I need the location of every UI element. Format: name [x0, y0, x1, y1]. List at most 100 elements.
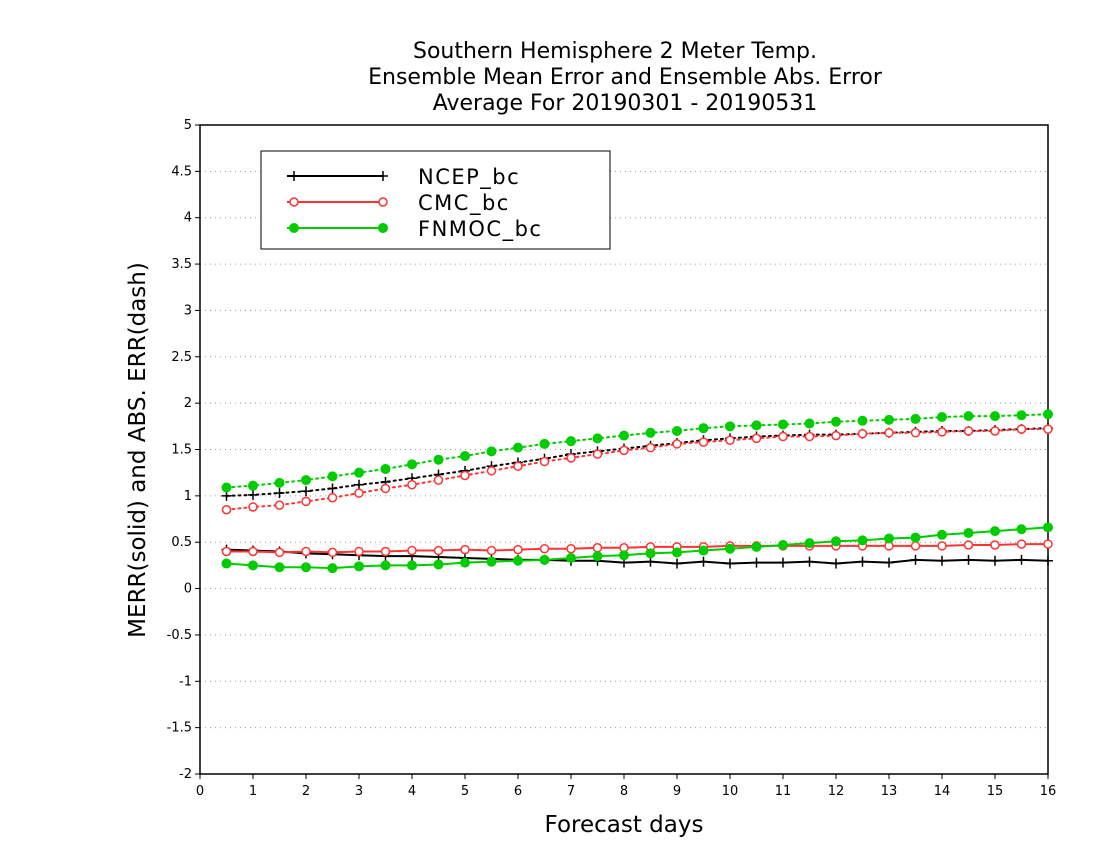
x-tick-label: 14 — [934, 784, 951, 799]
series-fnmoc-bc-abs-err-point — [221, 482, 232, 493]
series-fnmoc-bc-merr-point — [592, 551, 603, 562]
series-fnmoc-bc-merr-point — [698, 545, 709, 556]
series-fnmoc-bc-abs-err-point — [513, 442, 523, 453]
series-fnmoc-bc-abs-err-point — [539, 438, 550, 449]
series-fnmoc-bc-merr-point — [884, 533, 894, 544]
series-ncep-bc-merr-point — [1043, 555, 1053, 566]
y-tick-label: 0.5 — [171, 535, 192, 550]
series-cmc-bc-abs-err-point — [513, 461, 523, 471]
legend-box — [260, 150, 611, 250]
series-ncep-bc-abs-err-point — [274, 488, 285, 499]
series-ncep-bc-abs-err-point — [354, 479, 364, 490]
title-line-3: Average For 20190301 - 20190531 — [433, 91, 818, 116]
series-fnmoc-bc-merr-point — [619, 550, 629, 561]
x-tick-label: 3 — [355, 784, 363, 799]
y-tick-label: -1.5 — [167, 721, 192, 736]
y-tick-label: 4 — [184, 211, 192, 226]
legend-marker — [289, 171, 299, 181]
series-ncep-bc-merr-point — [910, 554, 921, 565]
legend-label: NCEP_bc — [418, 165, 520, 190]
series-fnmoc-bc-abs-err-point — [672, 425, 682, 436]
series-fnmoc-bc-abs-err-line — [225, 413, 1049, 489]
series-fnmoc-bc-merr-point — [513, 555, 523, 566]
series-ncep-bc-abs-err-line — [225, 427, 1049, 497]
series-cmc-bc-merr-point — [937, 541, 947, 551]
series-ncep-bc-merr-point — [804, 556, 815, 567]
x-tick-label: 6 — [514, 784, 522, 799]
chart-title: Southern Hemisphere 2 Meter Temp. Ensemb… — [368, 39, 883, 116]
series-cmc-bc-abs-err-point — [460, 470, 470, 481]
x-tick-label: 15 — [987, 784, 1004, 799]
series-fnmoc-bc-abs-err-point — [619, 430, 629, 441]
series-cmc-bc-merr-point — [910, 541, 921, 551]
series-cmc-bc-abs-err-point — [990, 426, 1000, 436]
series-cmc-bc-abs-err-point — [698, 437, 709, 447]
series-ncep-bc-merr-point — [963, 554, 974, 565]
series-fnmoc-bc-merr-point — [804, 538, 815, 549]
series-fnmoc-bc-merr-point — [910, 532, 921, 543]
series-ncep-bc-abs-err-point — [221, 490, 232, 501]
series-fnmoc-bc-merr-point — [433, 559, 444, 570]
series-cmc-bc-merr-point — [513, 544, 523, 555]
series-cmc-bc-merr-point — [327, 547, 338, 558]
series-cmc-bc-merr-line — [226, 543, 1048, 554]
series-cmc-bc-merr-point — [1043, 539, 1053, 549]
series-cmc-bc-abs-err-point — [221, 505, 232, 515]
series-ncep-bc-merr-point — [990, 555, 1000, 566]
series-fnmoc-bc-abs-err-point — [990, 411, 1000, 422]
x-axis-ticks: 0 1 2 3 4 5 6 7 8 9 10 11 12 13 14 15 16 — [196, 774, 1056, 799]
y-tick-label: 1 — [184, 489, 192, 504]
series-cmc-bc-abs-err-point — [1043, 424, 1053, 434]
series-cmc-bc-abs-err-point — [751, 433, 762, 444]
series-cmc-bc-merr-point — [354, 546, 364, 557]
series-cmc-bc-abs-err-point — [619, 445, 629, 456]
series-ncep-bc-merr-point — [937, 555, 947, 566]
series-layer — [221, 409, 1053, 574]
series-ncep-bc-merr-point — [645, 556, 656, 567]
series-fnmoc-bc-abs-err-point — [645, 427, 656, 438]
x-tick-label: 8 — [620, 784, 628, 799]
x-tick-label: 5 — [461, 784, 469, 799]
series-cmc-bc-abs-err-point — [804, 431, 815, 442]
series-fnmoc-bc-abs-err-point — [592, 433, 603, 444]
y-tick-label: -2 — [179, 767, 192, 782]
legend-marker — [378, 171, 388, 181]
series-fnmoc-bc-merr-point — [963, 527, 974, 538]
series-fnmoc-bc-merr-point — [725, 543, 735, 554]
series-ncep-bc-merr-point — [831, 558, 841, 569]
series-fnmoc-bc-merr-point — [221, 558, 232, 569]
series-fnmoc-bc-merr-point — [354, 561, 364, 572]
series-fnmoc-bc-merr-point — [645, 548, 656, 559]
series-fnmoc-bc-abs-err-point — [301, 475, 311, 486]
x-tick-label: 0 — [196, 784, 204, 799]
series-cmc-bc-merr-point — [407, 545, 417, 556]
series-fnmoc-bc-merr-point — [1016, 524, 1027, 535]
series-fnmoc-bc-merr-point — [672, 547, 682, 558]
x-tick-label: 13 — [881, 784, 898, 799]
legend-label: FNMOC_bc — [418, 217, 542, 242]
x-tick-label: 10 — [722, 784, 739, 799]
legend-entry-fnmoc-bc: FNMOC_bc — [287, 217, 542, 242]
series-cmc-bc-abs-err-point — [592, 449, 603, 459]
x-tick-label: 4 — [408, 784, 416, 799]
series-fnmoc-bc-abs-err-point — [804, 418, 815, 429]
legend-marker — [289, 197, 299, 207]
series-fnmoc-bc-abs-err-point — [433, 454, 444, 465]
legend-marker — [378, 223, 388, 233]
series-fnmoc-bc-abs-err-point — [248, 480, 258, 491]
y-tick-label: 5 — [184, 118, 192, 133]
series-fnmoc-bc-merr-point — [380, 560, 391, 571]
series-fnmoc-bc-merr-point — [274, 562, 285, 573]
series-cmc-bc-abs-err-point — [857, 428, 868, 439]
series-ncep-bc-abs-err-point — [301, 486, 311, 497]
series-ncep-bc-merr-point — [698, 556, 709, 567]
legend-entry-ncep-bc: NCEP_bc — [287, 165, 520, 190]
series-fnmoc-bc-merr-point — [857, 535, 868, 546]
x-tick-label: 7 — [567, 784, 575, 799]
series-fnmoc-bc-merr-point — [1043, 522, 1053, 533]
y-tick-label: 4.5 — [171, 164, 192, 179]
series-fnmoc-bc-merr-point — [566, 552, 576, 563]
series-cmc-bc-merr-point — [1016, 539, 1027, 549]
series-ncep-bc-merr-point — [857, 556, 868, 567]
